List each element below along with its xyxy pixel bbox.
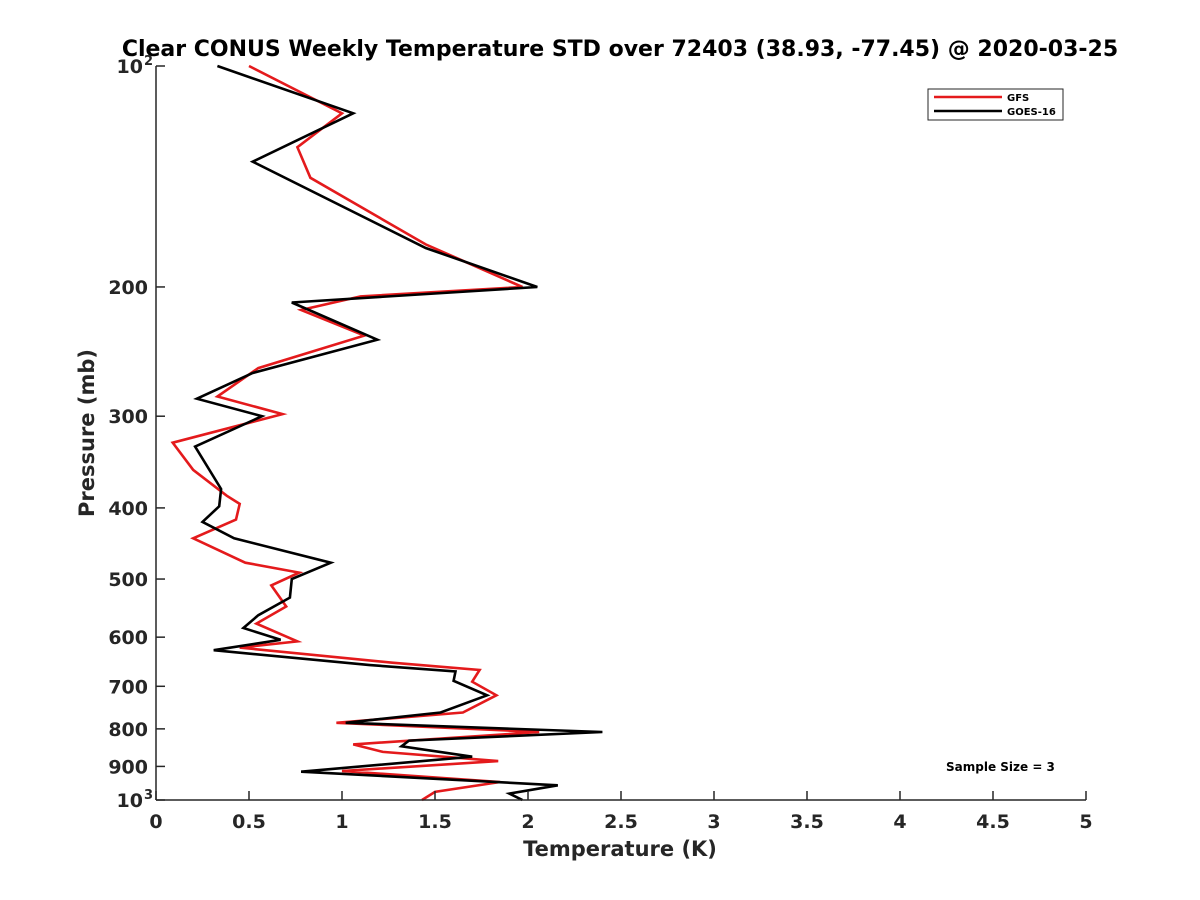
y-tick-exponent: 3 bbox=[144, 788, 153, 803]
y-axis-label: Pressure (mb) bbox=[75, 349, 99, 517]
y-tick-label: 10 bbox=[117, 56, 143, 78]
x-tick-label: 3 bbox=[707, 811, 720, 833]
y-tick-label: 10 bbox=[117, 790, 143, 812]
x-tick-label: 2.5 bbox=[604, 811, 638, 833]
x-tick-label: 5 bbox=[1079, 811, 1092, 833]
chart-title: Clear CONUS Weekly Temperature STD over … bbox=[122, 37, 1118, 62]
x-tick-label: 1.5 bbox=[418, 811, 452, 833]
y-tick-label: 900 bbox=[108, 756, 148, 778]
x-tick-label: 4.5 bbox=[976, 811, 1010, 833]
plot-lines bbox=[170, 64, 603, 802]
y-tick-label: 600 bbox=[108, 627, 148, 649]
legend-label-goes16: GOES-16 bbox=[1007, 107, 1056, 118]
x-tick-label: 3.5 bbox=[790, 811, 824, 833]
x-tick-label: 2 bbox=[521, 811, 534, 833]
y-tick-exponent: 2 bbox=[144, 54, 153, 69]
sample-size-annotation: Sample Size = 3 bbox=[946, 760, 1055, 774]
legend-label-gfs: GFS bbox=[1007, 93, 1029, 104]
x-tick-label: 0.5 bbox=[232, 811, 266, 833]
series-line-goes16 bbox=[193, 64, 603, 802]
y-tick-label: 700 bbox=[108, 676, 148, 698]
x-tick-label: 1 bbox=[335, 811, 348, 833]
x-tick-label: 4 bbox=[893, 811, 906, 833]
y-tick-label: 300 bbox=[108, 406, 148, 428]
y-tick-label: 500 bbox=[108, 569, 148, 591]
x-axis: 0 0.5 1 1.5 2 2.5 3 3.5 4 4.5 5 bbox=[149, 791, 1093, 833]
y-tick-label: 200 bbox=[108, 277, 148, 299]
y-tick-label: 400 bbox=[108, 498, 148, 520]
y-tick-label: 800 bbox=[108, 719, 148, 741]
x-tick-label: 0 bbox=[149, 811, 162, 833]
x-axis-label: Temperature (K) bbox=[523, 837, 717, 861]
legend: GFS GOES-16 bbox=[927, 88, 1064, 121]
